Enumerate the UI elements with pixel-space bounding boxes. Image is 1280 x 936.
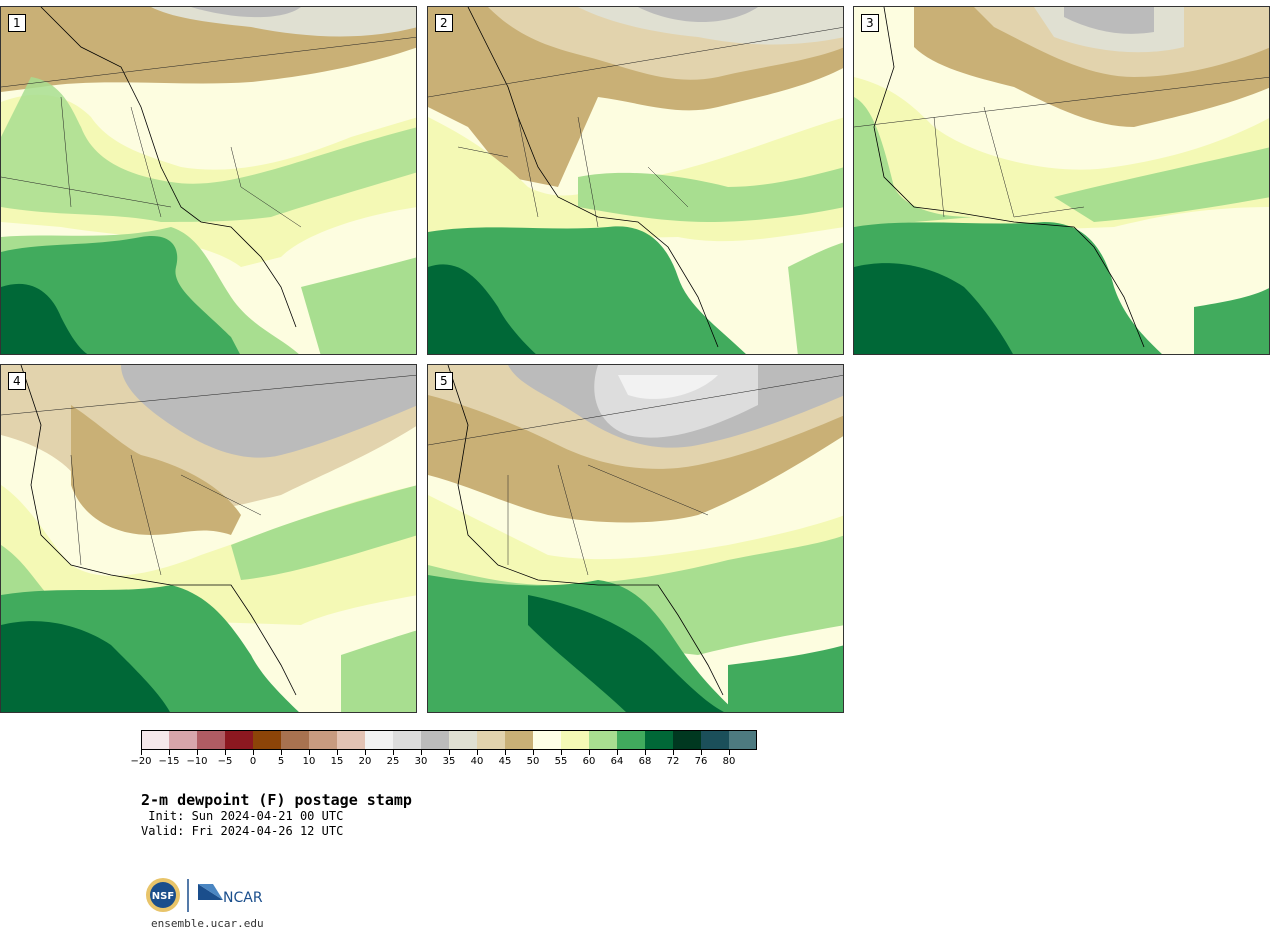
panel-number: 4 <box>8 372 26 390</box>
colorbar-tick-label: 72 <box>666 756 680 767</box>
colorbar-tick-label: 68 <box>638 756 652 767</box>
colorbar-tick <box>589 750 590 755</box>
colorbar-tick <box>141 750 142 755</box>
colorbar-bin <box>617 730 645 750</box>
colorbar-tick-label: −20 <box>130 756 152 767</box>
colorbar-tick-label: 64 <box>610 756 624 767</box>
colorbar-bin <box>225 730 253 750</box>
panel-number: 1 <box>8 14 26 32</box>
map-panel-2: 2 <box>427 6 844 355</box>
colorbar-tick <box>281 750 282 755</box>
colorbar-tick <box>253 750 254 755</box>
panel-number: 5 <box>435 372 453 390</box>
colorbar-tick <box>561 750 562 755</box>
colorbar-tick-label: 40 <box>470 756 484 767</box>
colorbar-bin <box>337 730 365 750</box>
colorbar-bin <box>533 730 561 750</box>
map-panel-4: 4 <box>0 364 417 713</box>
ncar-logo-icon: NCAR <box>198 884 263 906</box>
colorbar-tick <box>197 750 198 755</box>
valid-time: Valid: Fri 2024-04-26 12 UTC <box>141 824 344 838</box>
colorbar-tick-label: 10 <box>302 756 316 767</box>
map-panel-3: 3 <box>853 6 1270 355</box>
colorbar-tick <box>365 750 366 755</box>
dewpoint-map-3 <box>854 7 1269 354</box>
colorbar-tick-label: 50 <box>526 756 540 767</box>
colorbar-frame <box>141 730 757 750</box>
colorbar-tick <box>533 750 534 755</box>
init-time: Init: Sun 2024-04-21 00 UTC <box>141 809 344 823</box>
colorbar-bin <box>561 730 589 750</box>
colorbar-tick <box>225 750 226 755</box>
colorbar-tick <box>393 750 394 755</box>
colorbar-tick-label: 25 <box>386 756 400 767</box>
nsf-logo-icon: NSF <box>146 878 180 912</box>
colorbar-tick <box>673 750 674 755</box>
colorbar-bin <box>701 730 729 750</box>
colorbar-bin <box>253 730 281 750</box>
colorbar-tick-label: 20 <box>358 756 372 767</box>
colorbar-bin <box>197 730 225 750</box>
colorbar-bin <box>589 730 617 750</box>
colorbar-tick <box>701 750 702 755</box>
colorbar-tick-label: −5 <box>217 756 233 767</box>
colorbar-tick-label: 5 <box>277 756 285 767</box>
panel-number: 3 <box>861 14 879 32</box>
colorbar-tick-label: 80 <box>722 756 736 767</box>
logos: NSF NCAR <box>145 876 275 918</box>
colorbar-tick-label: −15 <box>158 756 180 767</box>
colorbar-bin <box>645 730 673 750</box>
dewpoint-map-1 <box>1 7 416 354</box>
colorbar-tick-label: 76 <box>694 756 708 767</box>
colorbar-tick <box>645 750 646 755</box>
colorbar-tick-label: 45 <box>498 756 512 767</box>
dewpoint-map-2 <box>428 7 843 354</box>
colorbar-bin <box>421 730 449 750</box>
site-url: ensemble.ucar.edu <box>151 917 264 930</box>
colorbar-bin <box>477 730 505 750</box>
ncar-logo-text: NCAR <box>223 890 263 906</box>
colorbar-bin <box>141 730 169 750</box>
panel-number: 2 <box>435 14 453 32</box>
colorbar-tick-label: 35 <box>442 756 456 767</box>
map-panel-1: 1 <box>0 6 417 355</box>
colorbar-bin <box>281 730 309 750</box>
colorbar-tick <box>729 750 730 755</box>
colorbar-tick <box>309 750 310 755</box>
colorbar-tick-label: −10 <box>186 756 208 767</box>
colorbar-bin <box>365 730 393 750</box>
colorbar: −20 −15 −10 −5 0 5 10 15 20 25 30 35 40 45 50 55 60 64 68 7… <box>130 730 757 770</box>
colorbar-tick <box>169 750 170 755</box>
colorbar-tick <box>505 750 506 755</box>
colorbar-tick-label: 30 <box>414 756 428 767</box>
colorbar-tick-label: 60 <box>582 756 596 767</box>
colorbar-tick-label: 15 <box>330 756 344 767</box>
nsf-logo-text: NSF <box>152 891 174 902</box>
colorbar-bin <box>673 730 701 750</box>
colorbar-tick <box>449 750 450 755</box>
page-title: 2-m dewpoint (F) postage stamp <box>141 791 412 809</box>
colorbar-bin <box>729 730 757 750</box>
colorbar-tick <box>617 750 618 755</box>
dewpoint-map-4 <box>1 365 416 712</box>
map-panel-5: 5 <box>427 364 844 713</box>
colorbar-tick <box>337 750 338 755</box>
colorbar-bin <box>393 730 421 750</box>
dewpoint-map-5 <box>428 365 843 712</box>
colorbar-bin <box>169 730 197 750</box>
colorbar-tick <box>421 750 422 755</box>
colorbar-tick-label: 0 <box>249 756 257 767</box>
colorbar-tick <box>477 750 478 755</box>
colorbar-tick-label: 55 <box>554 756 568 767</box>
colorbar-bin <box>309 730 337 750</box>
colorbar-bin <box>449 730 477 750</box>
colorbar-bin <box>505 730 533 750</box>
